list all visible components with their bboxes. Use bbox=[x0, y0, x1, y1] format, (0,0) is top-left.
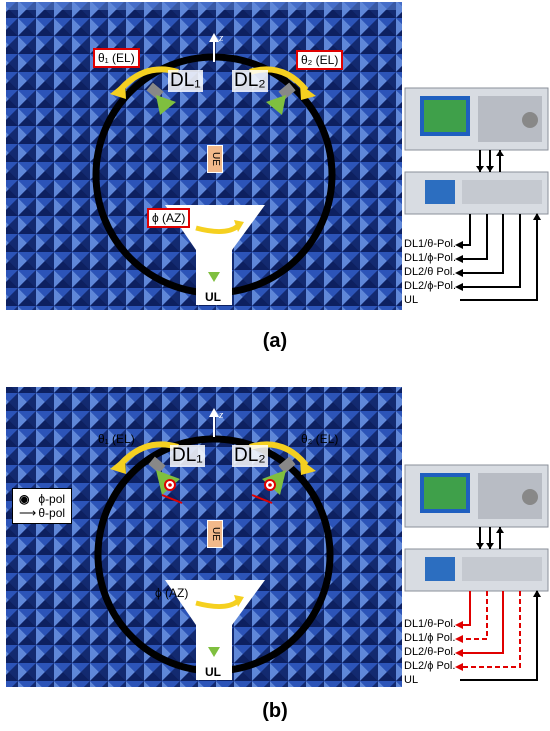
phi-label: ϕ (AZ) bbox=[155, 586, 189, 600]
instrument-lower-a bbox=[404, 171, 549, 215]
phi-rotation-arrow bbox=[195, 598, 240, 609]
legend-phi-label: ϕ-pol bbox=[38, 492, 66, 506]
port-ul: UL bbox=[404, 674, 419, 686]
ue-device: UE bbox=[207, 145, 223, 173]
panel-a: θ₁ (EL) θ₂ (EL) DL₁ DL₂ z UE ϕ (AZ) UL D… bbox=[0, 0, 550, 360]
ul-label: UL bbox=[205, 290, 221, 304]
z-axis-label: z bbox=[219, 32, 224, 44]
dl1-label: DL₁ bbox=[168, 70, 203, 92]
anechoic-chamber-a bbox=[6, 2, 549, 310]
dl1-label: DL₁ bbox=[170, 445, 205, 467]
instrument-upper-a bbox=[404, 87, 549, 151]
caption-b: (b) bbox=[262, 700, 288, 722]
dl2-antenna bbox=[266, 82, 296, 115]
phi-label: ϕ (AZ) bbox=[147, 208, 191, 228]
theta1-label: θ₁ (EL) bbox=[98, 432, 135, 446]
phi-pol-icon: ◉ bbox=[19, 492, 30, 506]
dl2-antenna bbox=[251, 456, 296, 504]
legend-theta-row: ⟶ θ-pol bbox=[19, 506, 65, 520]
dl2-label: DL₂ bbox=[232, 70, 268, 92]
cables-a bbox=[460, 214, 538, 301]
dl1-antenna bbox=[148, 456, 183, 504]
legend-theta-label: θ-pol bbox=[38, 506, 66, 520]
ul-label: UL bbox=[205, 665, 221, 679]
z-axis-label: z bbox=[219, 409, 224, 421]
ue-device: UE bbox=[207, 520, 223, 548]
theta1-label: θ₁ (EL) bbox=[93, 48, 140, 68]
anechoic-chamber-b bbox=[6, 387, 549, 687]
ul-antenna bbox=[208, 272, 220, 282]
phi-rotation-arrow bbox=[195, 223, 240, 234]
instrument-lower-b bbox=[404, 548, 549, 592]
port-dl1-theta: DL1/θ-Pol. bbox=[404, 238, 456, 250]
port-dl2-phi: DL2/ϕ Pol. bbox=[404, 660, 456, 672]
theta2-label: θ₂ (EL) bbox=[301, 432, 339, 446]
dl1-antenna bbox=[146, 82, 176, 115]
port-ul: UL bbox=[404, 294, 419, 306]
port-dl1-phi: DL1/ϕ-Pol. bbox=[404, 252, 457, 264]
instrument-upper-b bbox=[404, 464, 549, 528]
theta-pol-arrow-icon: ⟶ bbox=[19, 506, 37, 520]
port-dl2-phi: DL2/ϕ-Pol. bbox=[404, 280, 457, 292]
polarization-legend: ◉ ϕ-pol ⟶ θ-pol bbox=[12, 488, 73, 524]
port-dl1-phi: DL1/ϕ Pol. bbox=[404, 632, 456, 644]
port-dl2-theta: DL2/θ Pol. bbox=[404, 266, 456, 278]
ue-positioner bbox=[165, 580, 265, 680]
cables-b bbox=[460, 591, 538, 681]
port-dl2-theta: DL2/θ-Pol. bbox=[404, 646, 456, 658]
ul-antenna bbox=[208, 647, 220, 657]
port-dl1-theta: DL1/θ-Pol. bbox=[404, 618, 456, 630]
theta2-label: θ₂ (EL) bbox=[296, 50, 344, 70]
ue-positioner bbox=[165, 205, 265, 305]
caption-a: (a) bbox=[262, 330, 288, 352]
panel-b: θ₁ (EL) θ₂ (EL) DL₁ DL₂ z UE ϕ (AZ) UL ◉… bbox=[0, 375, 550, 731]
dl2-label: DL₂ bbox=[232, 445, 268, 467]
legend-phi-row: ◉ ϕ-pol bbox=[19, 492, 65, 506]
